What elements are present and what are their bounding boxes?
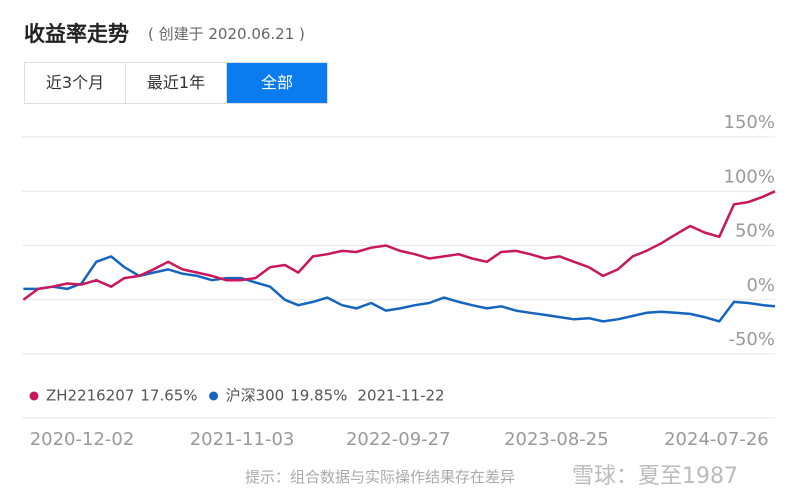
legend-value: 17.65%: [140, 387, 197, 405]
y-tick-label: 50%: [735, 221, 775, 242]
x-tick-label: 2022-09-27: [346, 429, 451, 450]
tab[interactable]: 全部: [227, 63, 327, 103]
legend-dot: [29, 391, 39, 401]
y-tick-label: 150%: [724, 112, 775, 133]
legend-value: 19.85%: [290, 387, 347, 405]
line: [23, 255, 776, 323]
title: 收益率走势: [24, 22, 129, 46]
legend-dot: [209, 391, 219, 401]
x-tick-label: 2021-11-03: [190, 429, 295, 450]
legend-date: 2021-11-22: [357, 387, 444, 405]
legend-name: 沪深300: [226, 387, 285, 405]
subtitle: ( 创建于 2020.06.21 ): [148, 25, 305, 43]
x-tick-label: 2024-07-26: [664, 429, 769, 450]
footer-note: 提示：组合数据与实际操作结果存在差异: [245, 468, 516, 486]
legend-name: ZH2216207: [46, 387, 134, 405]
y-tick-label: -50%: [728, 329, 775, 350]
watermark: 雪球：夏至1987: [572, 464, 738, 489]
x-tick-label: 2023-08-25: [504, 429, 609, 450]
x-tick-label: 2020-12-02: [30, 429, 135, 450]
y-tick-label: 0%: [746, 275, 775, 296]
tab[interactable]: 近3个月: [25, 63, 126, 103]
tab[interactable]: 最近1年: [126, 63, 227, 103]
tab-bar: 近3个月 最近1年 全部: [24, 62, 328, 104]
line: [22, 190, 776, 301]
y-tick-label: 100%: [724, 166, 775, 187]
